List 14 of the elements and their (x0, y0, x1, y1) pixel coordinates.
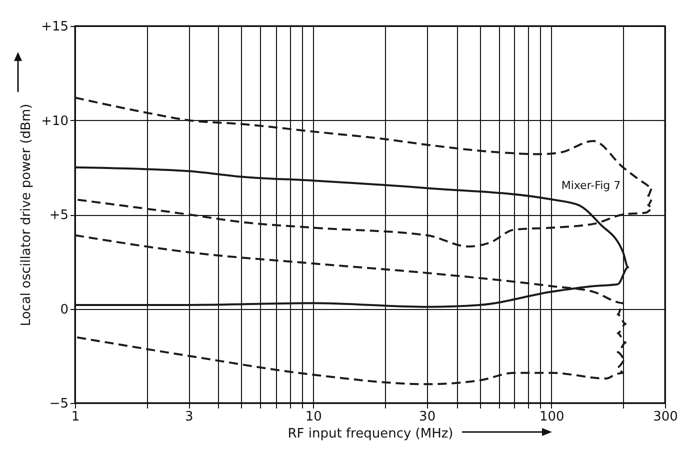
x-tick-label: 1 (71, 410, 80, 424)
annotation: Mixer-Fig 7 (561, 179, 621, 192)
y-axis-title: Local oscillator drive power (dBm) (19, 104, 34, 326)
y-tick-label: +5 (49, 208, 68, 223)
x-tick-label: 10 (305, 410, 322, 424)
y-tick-label: 0 (60, 302, 68, 318)
y-tick-label: +15 (41, 20, 68, 34)
x-tick-label: 30 (419, 410, 436, 424)
y-tick-label: +10 (41, 114, 68, 129)
x-tick-label: 3 (185, 410, 194, 424)
x-tick-label: 300 (653, 410, 678, 424)
x-axis-title: RF input frequency (MHz) (288, 426, 454, 442)
y-tick-label: −5 (49, 396, 68, 412)
x-tick-label: 100 (539, 410, 564, 424)
